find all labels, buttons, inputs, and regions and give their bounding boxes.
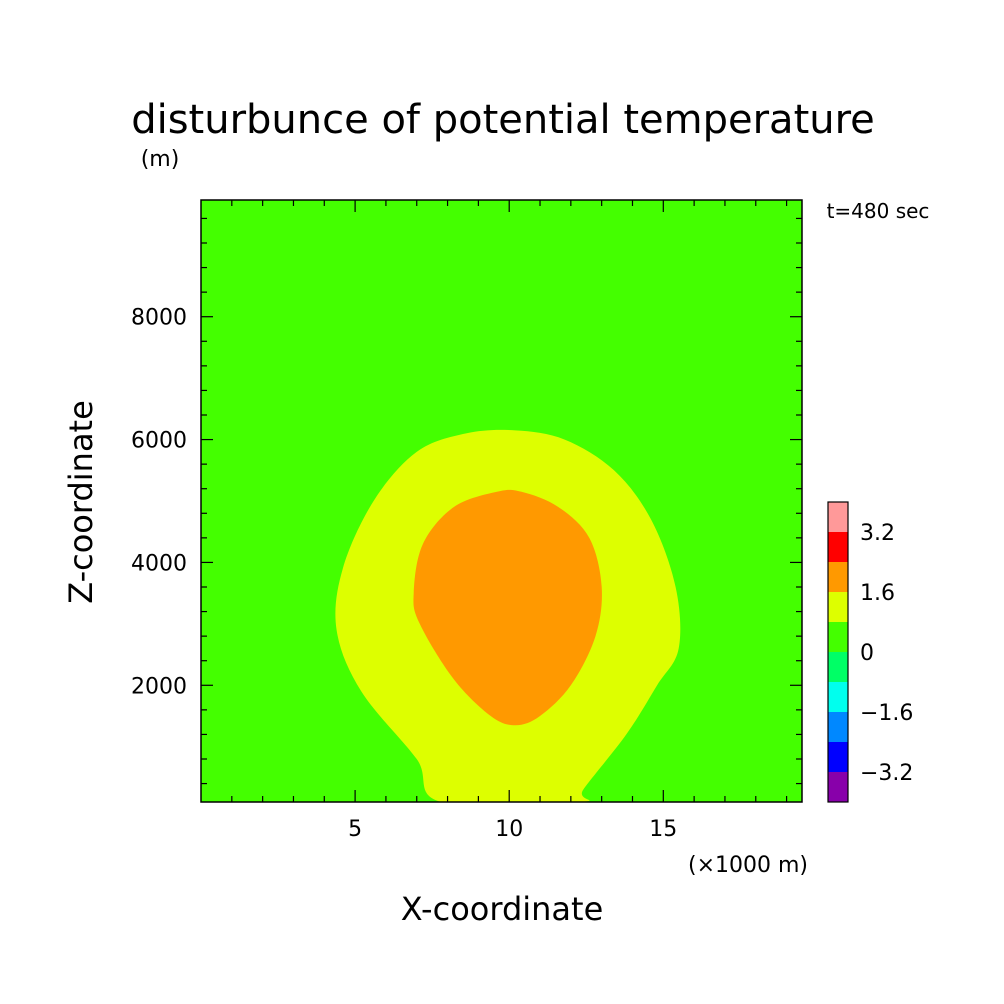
colorbar-frame [827,501,849,803]
colorbar-label: 3.2 [860,521,895,546]
colorbar-segment [828,562,848,592]
y-axis-ticks: 2000 4000 6000 8000 [131,217,802,785]
colorbar-segment [828,502,848,532]
contour-regions [335,429,681,802]
y-tick-label: 4000 [131,551,187,576]
colorbar-segment [828,712,848,742]
plot-area [200,199,803,803]
plot-frame [200,199,803,803]
colorbar: 3.2 1.6 0 −1.6 −3.2 [827,501,913,803]
y-axis-label: Z-coordinate [62,400,100,604]
x-axis-label: X-coordinate [401,890,604,928]
x-axis-unit-label: (×1000 m) [688,853,808,878]
x-tick-label: 15 [649,817,677,842]
contour-region-2 [413,489,602,726]
colorbar-label: −1.6 [860,701,913,726]
colorbar-label: 0 [860,641,874,666]
colorbar-label: 1.6 [860,581,895,606]
colorbar-segment [828,532,848,562]
time-label: t=480 sec [827,199,930,223]
x-tick-label: 5 [348,817,362,842]
colorbar-label: −3.2 [860,761,913,786]
colorbar-segment [828,622,848,652]
y-tick-label: 2000 [131,674,187,699]
colorbar-segment [828,592,848,622]
colorbar-segment [828,652,848,682]
colorbar-segment [828,772,848,802]
chart-title: disturbunce of potential temperature [131,97,875,143]
chart-subtitle: (m) [141,147,180,172]
x-axis-ticks: 5 10 15 [231,200,788,842]
colorbar-segment [828,682,848,712]
y-tick-label: 6000 [131,429,187,454]
y-tick-label: 8000 [131,306,187,331]
colorbar-segment [828,742,848,772]
x-tick-label: 10 [495,817,523,842]
